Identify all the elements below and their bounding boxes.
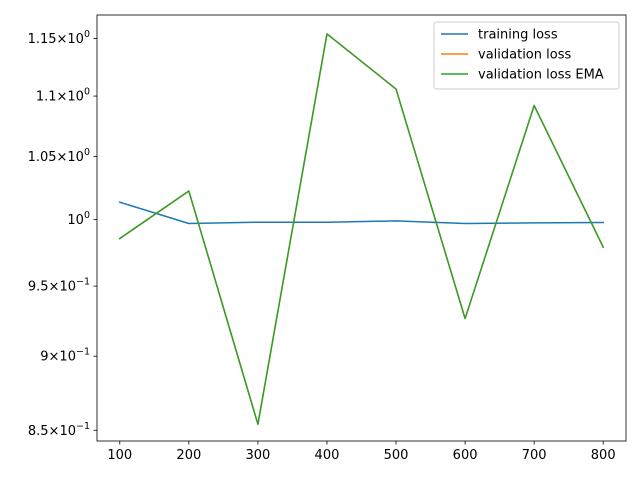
x-tick-label: 200: [176, 448, 201, 463]
series-lines: [118, 33, 605, 425]
y-tick-label: 1.15×100: [28, 29, 90, 47]
x-tick-label: 700: [522, 448, 547, 463]
legend-label-0: training loss: [478, 28, 558, 43]
x-tick-label: 500: [384, 448, 409, 463]
series-line-2: [118, 33, 605, 425]
legend-box: [433, 21, 620, 90]
x-axis-ticks: 100 200 300 400 500 600 700 800: [107, 441, 616, 463]
x-tick-label: 100: [107, 448, 132, 463]
x-tick-label: 600: [453, 448, 478, 463]
x-tick-label: 400: [315, 448, 340, 463]
y-tick-label: 1.05×100: [28, 147, 90, 165]
x-tick-label: 300: [245, 448, 270, 463]
y-tick-label: 100: [67, 210, 90, 228]
x-tick-label: 800: [591, 448, 616, 463]
plot-frame: [96, 14, 627, 442]
legend-label-2: validation loss EMA: [478, 68, 604, 83]
legend: training loss validation loss validation l…: [433, 21, 620, 90]
legend-label-1: validation loss: [478, 48, 571, 63]
y-tick-label: 9.5×10−1: [28, 277, 90, 295]
y-tick-label: 9×10−1: [40, 347, 90, 365]
y-axis-ticks: 8.5×10−1 9×10−1 9.5×10−1 100 1.05×100 1.1×100…: [28, 29, 97, 439]
y-tick-label: 1.1×100: [36, 87, 90, 105]
y-tick-label: 8.5×10−1: [28, 421, 90, 439]
series-line-0: [118, 201, 604, 225]
